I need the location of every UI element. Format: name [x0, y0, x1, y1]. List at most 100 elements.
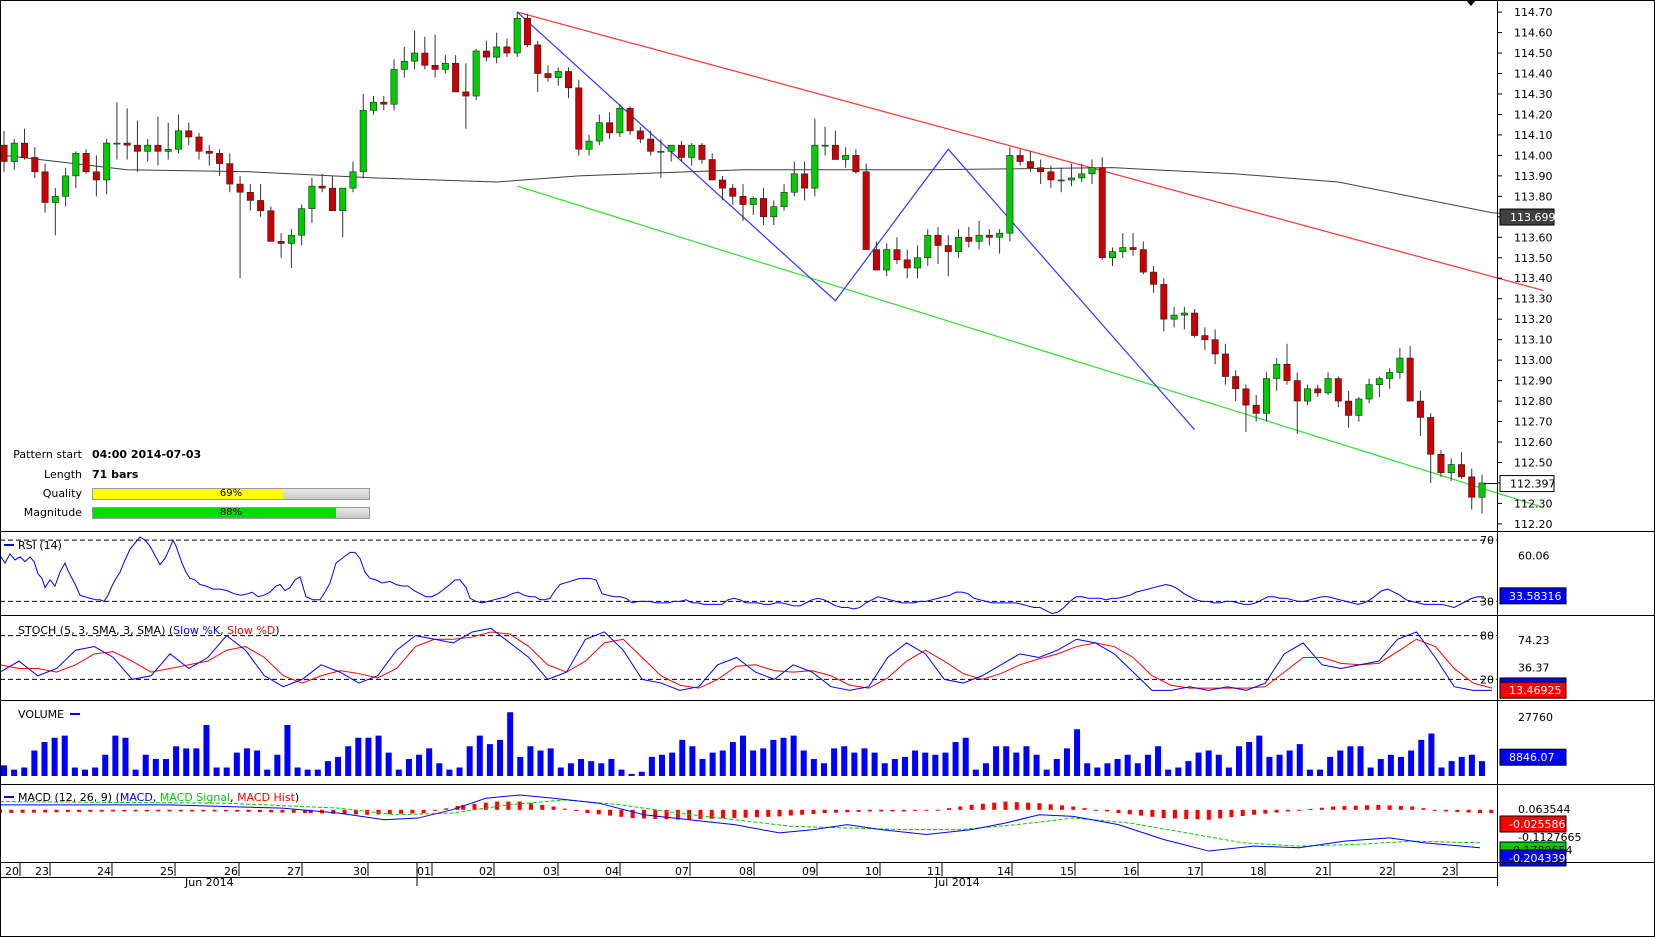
macd-panel[interactable]: MACD (12, 26, 9) (MACD, MACD Signal, MAC…: [0, 791, 1581, 867]
volume-bar: [1377, 759, 1384, 776]
stoch-d-current-box: [1499, 681, 1567, 699]
candle-bear: [1468, 476, 1476, 498]
volume-bar: [1337, 750, 1344, 776]
volume-bar: [537, 750, 544, 776]
macd-hist-bar: [54, 809, 59, 813]
macd-hist-bar: [201, 809, 206, 812]
stoch-d-legend: Slow %D: [227, 624, 275, 637]
volume-bar: [1104, 763, 1111, 776]
volume-bar: [962, 737, 969, 776]
macd-hist-bar: [777, 809, 782, 817]
quality-bar-fill: [93, 489, 284, 499]
macd-hist-bar: [653, 809, 658, 819]
candle-bear: [452, 62, 460, 93]
macd-hist-bar: [167, 809, 172, 812]
candle-bear: [739, 196, 747, 205]
macd-hist-bar: [246, 809, 251, 812]
candle-bull: [1057, 179, 1065, 182]
candle-bull: [1355, 398, 1363, 416]
macd-hist-bar: [1240, 809, 1245, 816]
stoch-panel[interactable]: 80 20 STOCH (5, 3, SMA, 3, SMA) (Slow %K, …: [0, 624, 1567, 699]
macd-hist-bar: [1308, 808, 1313, 810]
volume-bar: [1205, 750, 1212, 776]
macd-hist-bar: [879, 809, 884, 812]
quality-row: Quality 69%: [0, 487, 380, 503]
price-panel[interactable]: [0, 11, 1544, 514]
macd-hist-bar: [585, 809, 590, 814]
zigzag-line: [516, 11, 1196, 431]
candle-bull: [883, 249, 891, 271]
macd-hist-bar: [935, 809, 940, 811]
macd-hist-bar: [890, 809, 895, 812]
macd-hist-bar: [675, 809, 680, 820]
candle-bull: [585, 140, 593, 150]
macd-hist-bar: [1455, 809, 1460, 812]
macd-hist-bar: [698, 809, 703, 820]
volume-bar: [1175, 767, 1182, 776]
current-price-label: 112.397: [1510, 478, 1556, 491]
candle-bear: [1211, 339, 1219, 355]
price-tick-label: 114.30: [1514, 88, 1553, 101]
candle-bear: [965, 236, 973, 242]
candle-bear: [1047, 171, 1055, 181]
candle-bull: [298, 208, 306, 236]
macd-hist-bar: [1489, 809, 1494, 814]
pattern-start-value: 04:00 2014-07-03: [92, 448, 202, 461]
candle-bull: [359, 110, 367, 173]
macd-legend-sep: ,: [153, 791, 160, 804]
macd-hist-bar: [1285, 809, 1290, 812]
macd-hist-bar: [630, 809, 635, 819]
macd-legend-close: ): [295, 791, 299, 804]
volume-bar: [709, 752, 716, 776]
volume-bar: [132, 769, 139, 776]
candle-bull: [1447, 464, 1455, 474]
price-tick-label: 112.90: [1514, 375, 1553, 388]
candle-bear: [534, 44, 542, 74]
macd-hist-bar: [376, 809, 381, 815]
magnitude-bar: 88%: [92, 507, 370, 519]
macd-hist-bar: [1127, 809, 1132, 815]
candle-bull: [996, 232, 1004, 238]
volume-bar: [375, 735, 382, 776]
macd-hist-bar: [1444, 809, 1449, 812]
volume-bar: [669, 752, 676, 776]
date-tick-label: 25: [160, 865, 174, 878]
stoch-title-text: STOCH (5, 3, SMA, 3, SMA) (: [18, 624, 173, 637]
macd-hist-bar: [822, 809, 827, 814]
volume-bar: [1296, 744, 1303, 776]
macd-hist-bar: [483, 802, 488, 810]
volume-bar: [588, 761, 595, 776]
candle-bull: [1262, 378, 1270, 414]
volume-bar: [183, 748, 190, 776]
macd-hist-bar: [122, 809, 127, 812]
candle-bear: [636, 130, 644, 140]
candle-bear: [318, 185, 326, 189]
macd-hist-bar: [1421, 808, 1426, 810]
volume-panel[interactable]: VOLUME 27760 8846.07: [1, 708, 1567, 776]
volume-bar: [689, 746, 696, 776]
volume-bar: [314, 769, 321, 776]
volume-bar: [1124, 754, 1131, 776]
macd-hist-bar: [31, 809, 36, 813]
ma-value-label: 113.699: [1510, 211, 1556, 224]
candle-bear: [216, 153, 224, 164]
volume-bar: [1347, 746, 1354, 776]
macd-hist-bar: [308, 809, 313, 814]
volume-bar: [1458, 756, 1465, 776]
volume-bar: [31, 750, 38, 776]
candle-bear: [380, 101, 388, 105]
volume-current-label: 8846.07: [1509, 751, 1555, 764]
candle-bear: [92, 171, 100, 181]
quality-bar: 69%: [92, 488, 370, 500]
volume-bar: [304, 769, 311, 776]
candle-bull: [513, 17, 521, 54]
macd-hist-bar: [99, 809, 104, 812]
candle-bull: [287, 234, 295, 244]
rsi-panel[interactable]: 70 30 RSI (14) 60.06 33.58316: [0, 534, 1567, 615]
candle-bull: [1119, 247, 1127, 252]
macd-hist-bar: [800, 809, 805, 815]
volume-bar: [203, 725, 210, 776]
volume-bar: [446, 769, 453, 776]
candle-bear: [82, 153, 90, 173]
macd-hist-bar: [1071, 806, 1076, 810]
